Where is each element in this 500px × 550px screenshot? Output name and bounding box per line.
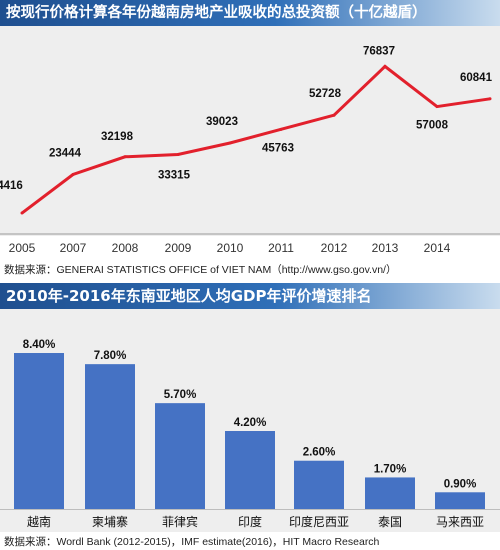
bar [294,460,344,509]
data-point [332,113,336,117]
data-label: 60841 [460,72,493,84]
data-point [176,153,180,157]
data-label: 32198 [101,131,134,143]
data-label: 4416 [0,180,23,192]
category-label: 印度 [238,514,262,529]
series-line [21,64,491,215]
category-label: 马来西亚 [436,515,484,529]
category-label: 印度尼西亚 [289,514,349,529]
data-point [123,155,127,159]
data-point [435,105,439,109]
bar-value-label: 5.70% [164,389,197,401]
x-tick-label: 2009 [165,241,192,255]
data-point [228,141,232,145]
bar-value-label: 1.70% [374,463,407,475]
bar-value-label: 4.20% [234,417,267,429]
x-tick-label: 2014 [424,241,451,255]
data-label: 57008 [416,120,449,132]
data-label: 23444 [49,148,82,160]
x-tick-label: 2007 [60,241,87,255]
data-label: 33315 [158,170,191,182]
data-label: 52728 [309,88,342,100]
x-tick-label: 2013 [372,241,399,255]
bar-chart-source: 数据来源：Wordl Bank (2012-2015)，IMF estimate… [4,536,380,548]
category-label: 越南 [27,514,51,529]
bar [14,353,64,509]
x-tick-label: 2011 [268,241,294,255]
bar-value-label: 7.80% [94,350,127,362]
data-point [20,211,24,215]
category-label: 菲律宾 [162,514,198,529]
x-tick-label: 2010 [217,241,244,255]
line-chart-panel [0,26,500,236]
data-point [71,173,75,177]
x-tick-label: 2008 [112,241,139,255]
line-chart-source: 数据来源：GENERAI STATISTICS OFFICE of VIET N… [4,264,397,276]
bar-value-label: 0.90% [444,478,477,490]
bar [85,364,135,509]
category-label: 泰国 [378,515,402,529]
bar [155,403,205,509]
bar [365,477,415,509]
bar-value-label: 2.60% [303,447,336,459]
bar [435,492,485,509]
bar-chart: 8.40% 越南 7.80% 柬埔寨 5.70% 菲律宾 4.20% 印度 2.60% 印度尼西亚… [0,339,500,529]
data-point [383,64,387,68]
data-point [279,127,283,131]
data-label: 39023 [206,116,238,128]
bar-value-label: 8.40% [23,339,56,351]
bar [225,431,275,509]
line-chart: 4416 23444 32198 33315 39023 45763 52728 76837 5… [0,45,500,255]
data-point [488,97,492,101]
bar-chart-title: 2010年-2016年东南亚地区人均GDP年评价增速排名 [0,283,500,309]
x-tick-label: 2012 [321,241,348,255]
data-label: 76837 [363,45,395,57]
data-label: 45763 [262,142,294,154]
line-chart-title: 按现行价格计算各年份越南房地产业吸收的总投资额（十亿越盾） [0,0,500,26]
x-tick-label: 2005 [9,241,36,255]
category-label: 柬埔寨 [92,514,128,529]
